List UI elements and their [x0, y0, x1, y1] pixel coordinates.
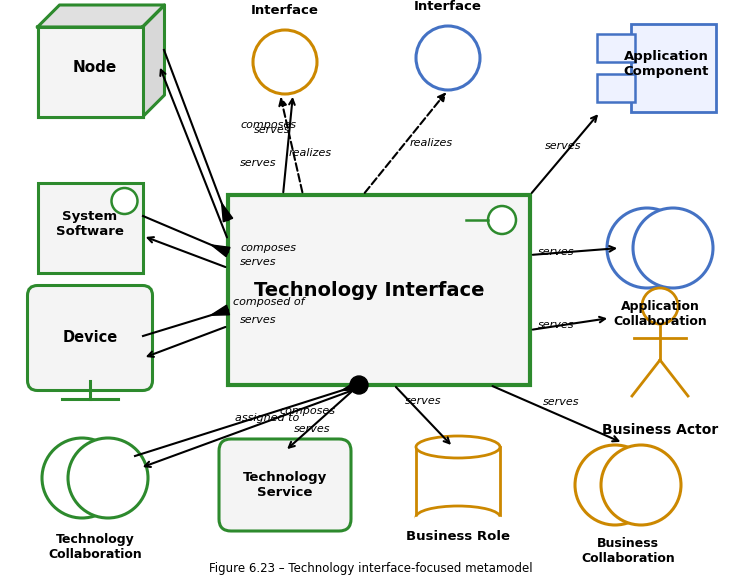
FancyBboxPatch shape	[597, 34, 634, 62]
Ellipse shape	[416, 436, 500, 458]
Text: assigned to: assigned to	[234, 413, 299, 423]
Text: Application
Component: Application Component	[623, 50, 709, 78]
Text: serves: serves	[240, 157, 277, 167]
Text: Business Role: Business Role	[406, 530, 510, 543]
Circle shape	[42, 438, 122, 518]
Circle shape	[350, 376, 368, 394]
FancyBboxPatch shape	[219, 439, 351, 531]
FancyBboxPatch shape	[38, 27, 142, 117]
Text: Node: Node	[73, 59, 117, 75]
Circle shape	[68, 438, 148, 518]
Polygon shape	[222, 203, 233, 222]
Text: Figure 6.23 – Technology interface-focused metamodel: Figure 6.23 – Technology interface-focus…	[209, 562, 533, 575]
Circle shape	[607, 208, 687, 288]
FancyBboxPatch shape	[27, 285, 153, 390]
Text: serves: serves	[538, 320, 574, 330]
Circle shape	[642, 288, 678, 324]
Text: serves: serves	[240, 257, 277, 267]
Text: Application
Collaboration: Application Collaboration	[613, 300, 707, 328]
Circle shape	[111, 188, 137, 214]
Text: Business
Collaboration: Business Collaboration	[581, 537, 675, 565]
Text: serves: serves	[254, 125, 291, 135]
Text: serves: serves	[545, 141, 582, 151]
Circle shape	[416, 26, 480, 90]
Text: serves: serves	[294, 423, 330, 434]
Text: Technology Interface: Technology Interface	[254, 281, 485, 299]
FancyBboxPatch shape	[597, 74, 634, 102]
Text: Device: Device	[62, 330, 118, 346]
Circle shape	[488, 206, 516, 234]
Circle shape	[253, 30, 317, 94]
Polygon shape	[211, 245, 230, 257]
Text: realizes: realizes	[410, 138, 453, 148]
Text: serves: serves	[542, 397, 580, 407]
Text: composes: composes	[240, 243, 296, 253]
Text: composed of: composed of	[233, 297, 304, 307]
Polygon shape	[342, 380, 361, 390]
Circle shape	[575, 445, 655, 525]
Text: serves: serves	[538, 247, 574, 257]
FancyBboxPatch shape	[38, 183, 142, 273]
Text: Application
Interface: Application Interface	[406, 0, 490, 13]
Circle shape	[633, 208, 713, 288]
FancyBboxPatch shape	[228, 195, 530, 385]
Text: serves: serves	[240, 315, 277, 325]
Text: Business
Interface: Business Interface	[251, 0, 319, 17]
Text: System
Software: System Software	[56, 210, 124, 238]
Text: serves: serves	[404, 396, 441, 406]
Text: realizes: realizes	[289, 148, 332, 158]
Circle shape	[601, 445, 681, 525]
Text: Business Actor: Business Actor	[602, 423, 718, 437]
Polygon shape	[142, 5, 165, 117]
Polygon shape	[211, 305, 229, 315]
Text: composes: composes	[279, 406, 335, 416]
FancyBboxPatch shape	[38, 27, 142, 117]
Polygon shape	[38, 5, 165, 27]
Polygon shape	[415, 517, 501, 529]
Text: composes: composes	[240, 120, 296, 130]
Text: Technology
Service: Technology Service	[243, 471, 327, 499]
Ellipse shape	[416, 506, 500, 528]
FancyBboxPatch shape	[631, 24, 715, 112]
Text: Technology
Collaboration: Technology Collaboration	[48, 533, 142, 561]
